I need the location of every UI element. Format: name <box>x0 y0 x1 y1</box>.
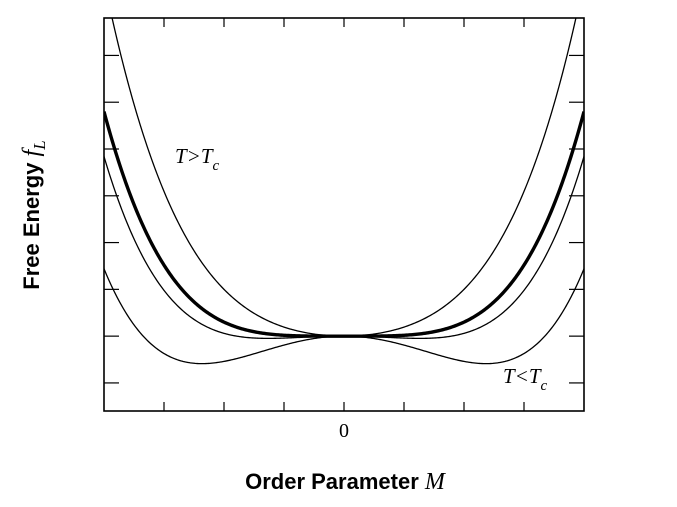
annotation-above-tc-sub: c <box>213 158 220 174</box>
annotation-above-tc: T>Tc <box>175 144 220 174</box>
free-energy-curves <box>104 18 584 365</box>
y-axis-title-symbol: f <box>19 146 45 156</box>
x-tick-label-0: 0 <box>339 420 349 442</box>
free-energy-curve-2 <box>104 156 584 340</box>
annotation-below-tc: T<Tc <box>503 364 548 394</box>
free-energy-curve-0 <box>111 18 577 337</box>
x-axis-title: Order Parameter M <box>245 469 447 495</box>
annotation-below-tc-text: T<T <box>503 364 542 388</box>
annotation-above-tc-text: T>T <box>175 144 214 168</box>
free-energy-curve-3 <box>104 268 584 365</box>
y-axis-title-text: Free Energy <box>19 156 44 289</box>
x-axis-title-symbol: M <box>424 469 447 495</box>
y-axis-title: Free Energy fL <box>19 140 49 289</box>
x-axis-title-text: Order Parameter <box>245 469 425 494</box>
plot-frame <box>103 17 585 412</box>
y-axis-title-sub: L <box>30 140 49 150</box>
x-tick-labels: 0 <box>339 420 349 442</box>
annotation-below-tc-sub: c <box>541 378 548 394</box>
axis-ticks <box>104 18 584 411</box>
